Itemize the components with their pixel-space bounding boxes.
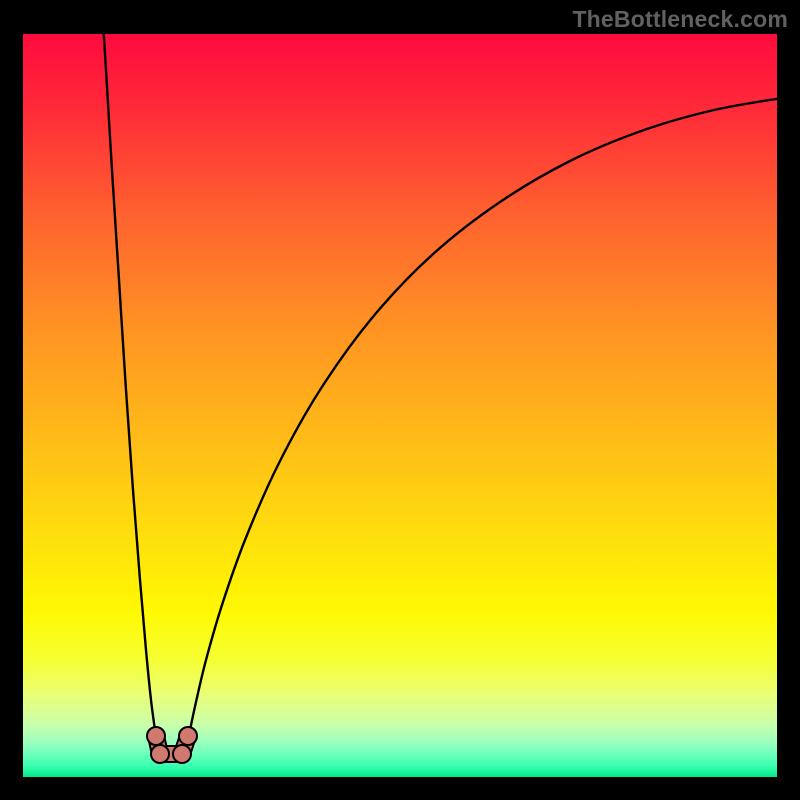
marker-dot-1 (151, 745, 169, 763)
bottleneck-chart (0, 0, 800, 800)
marker-dot-2 (173, 745, 191, 763)
chart-root: TheBottleneck.com (0, 0, 800, 800)
marker-dot-3 (179, 727, 197, 745)
plot-area (23, 34, 777, 777)
marker-dot-0 (147, 727, 165, 745)
